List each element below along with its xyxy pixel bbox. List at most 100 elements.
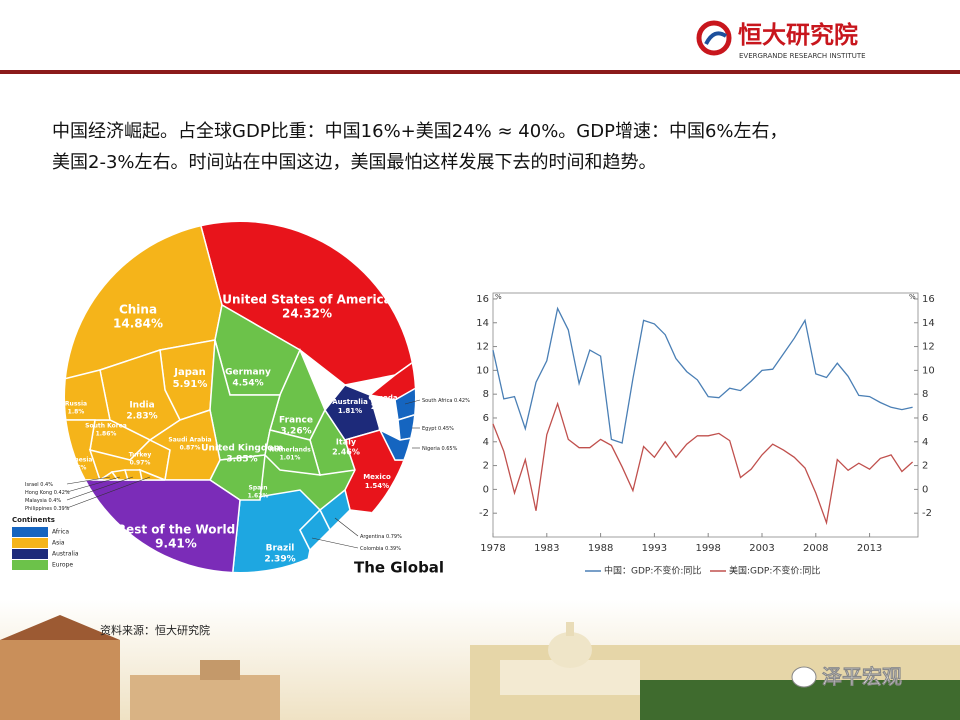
y2-tick-label: 0 [922,484,928,495]
cell-callout: Hong Kong 0.42% [25,490,70,496]
x-tick-label: 1983 [534,543,559,554]
legend-title: Continents [12,516,55,524]
logo-mark [696,20,732,56]
cell-value: 2.46% [332,448,360,457]
cell-label: Canada [368,394,398,402]
line-chart: -2 0 2 4 6 8 10 12 14 16 -2 0 2 4 6 8 10 12 14 16% % 1978 1983… [476,292,935,577]
cell-label: United Kingdom [201,444,283,454]
cell-value: 1.01% [280,455,301,462]
y2-tick-label: -2 [922,508,932,519]
y-tick-label: 14 [476,318,489,329]
x-tick-label: 1993 [642,543,667,554]
leader-line [311,537,359,549]
y2-tick-label: 4 [922,437,928,448]
watermark-icon [791,666,817,688]
cell [394,378,415,421]
cell-label: South Africa [422,398,452,404]
cell-value: 3.85% [226,455,257,465]
plot-frame [492,292,919,538]
leader-line [334,517,359,537]
cell-label: Netherlands [269,447,311,454]
logo-text: 恒大研究院 [738,21,858,49]
cell-value: 0.4% [40,482,53,488]
legend-label: 中国：GDP:不变价:同比 [604,565,701,577]
cell-label: Hong Kong [25,490,52,496]
cell-callout: South Africa 0.42% [422,398,470,404]
cell-value: 0.45% [438,426,454,432]
cell-callout: Argentina 0.79% [360,534,402,540]
cell-label: France [279,416,313,426]
cell-value: 4.54% [232,379,263,389]
cell-value: 2.83% [126,412,157,422]
cell [123,469,143,481]
cell-value: 14.84% [113,317,163,331]
cell-value: 9.41% [155,537,197,551]
cell-value: 1.16% [66,465,87,472]
cell-callout: Philippines 0.39% [25,506,70,512]
series-line [492,401,914,526]
cell-label: Indonesia [60,457,93,464]
x-tick-label: 2013 [857,543,882,554]
cell-label: United States of America [222,293,392,307]
cell-value: 0.87% [180,445,201,452]
cell-value: 1.54% [365,482,389,490]
cell-label: India [129,401,154,411]
y-tick-label: 12 [476,342,489,353]
cell-label: Argentina [360,534,384,540]
leader-line [66,476,121,493]
cell [148,409,221,481]
cell-value: 1.81% [338,407,362,415]
y-tick-label: 4 [483,437,489,448]
watermark: 泽平宏观 [822,665,902,689]
cell-value: 0.65% [441,446,457,452]
y-tick-label: 2 [483,461,489,472]
legend-label: Europe [52,562,73,569]
x-tick-label: 2008 [803,543,828,554]
cell-label: Malaysia [25,498,47,504]
x-tick-label: 1988 [588,543,613,554]
leader-line [66,476,111,485]
cell-label: South Korea [85,423,127,430]
cell-label: Spain [249,485,268,492]
cell-label: Italy [336,438,357,447]
cell-value: 0.42% [454,398,470,404]
cell [65,369,111,421]
x-tick-label: 2003 [749,543,774,554]
y2-unit: % [909,293,916,301]
y2-tick-label: 6 [922,413,928,424]
cell-value: 0.79% [386,534,402,540]
y2-tick-label: 14 [922,318,935,329]
legend-swatch [12,549,48,559]
cell-label: Germany [225,368,271,378]
cell-callout: Malaysia 0.4% [25,498,61,504]
logo-subtitle: EVERGRANDE RESEARCH INSTITUTE [739,52,866,60]
y-unit: % [495,293,502,301]
building-left [0,615,280,720]
cell-label: Saudi Arabia [168,437,211,444]
cell [138,468,166,481]
y-tick-label: 8 [483,389,489,400]
cell-value: 2.09% [371,403,395,411]
cell [299,508,331,552]
cell-label: China [119,303,157,317]
y2-tick-label: 16 [922,294,935,305]
y-tick-label: 16 [476,294,489,305]
y2-tick-label: 8 [922,389,928,400]
x-tick-label: 1978 [480,543,505,554]
x-tick-label: 1998 [695,543,720,554]
chart-title: The Global [354,559,444,577]
cell-value: 1.86% [96,431,117,438]
y2-tick-label: 10 [922,365,935,376]
cell-label: Mexico [363,473,391,481]
y-tick-label: 0 [483,484,489,495]
legend-swatch [12,560,48,570]
legend-swatch [12,527,48,537]
logo [696,20,732,56]
body-text: 中国经济崛起。占全球GDP比重：中国16%+美国24% ≈ 40%。GDP增速：… [52,121,788,142]
cell-callout: Nigeria 0.65% [422,446,458,452]
leader-line [66,476,151,509]
series-line [492,306,913,444]
cell-value: 0.97% [130,460,151,467]
cell-value: 2.39% [264,555,295,565]
